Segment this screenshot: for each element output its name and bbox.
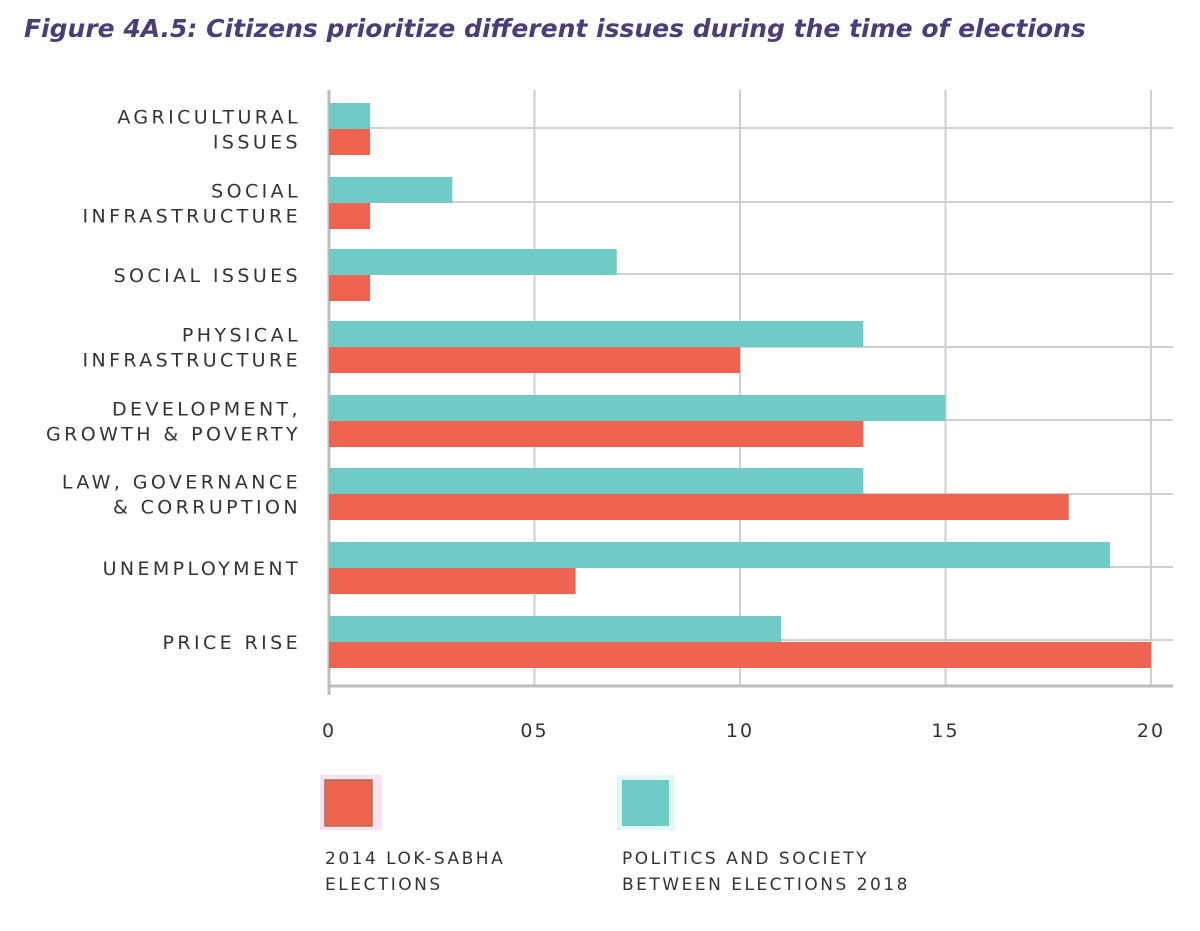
category-label: UNEMPLOYMENT [103, 558, 301, 580]
category-label: & CORRUPTION [113, 497, 301, 519]
category-label: INFRASTRUCTURE [82, 350, 301, 372]
bar-2018 [329, 468, 864, 494]
legend-label-2014: 2014 LOK-SABHA ELECTIONS [325, 846, 665, 898]
legend-label-2018: POLITICS AND SOCIETY BETWEEN ELECTIONS 2… [622, 846, 962, 898]
category-label: SOCIAL ISSUES [114, 265, 301, 287]
bar-2018 [329, 542, 1110, 568]
chart-title: Figure 4A.5: Citizens prioritize differe… [24, 14, 1086, 43]
category-label: GROWTH & POVERTY [46, 424, 301, 446]
bar-2014 [329, 129, 371, 155]
category-label: INFRASTRUCTURE [82, 206, 301, 228]
bar-2018 [329, 249, 617, 275]
bar-2014 [329, 494, 1069, 520]
category-label: AGRICULTURAL [117, 107, 301, 129]
legend-swatch-2014 [324, 779, 373, 827]
x-tick-label: 10 [726, 720, 754, 742]
category-label: DEVELOPMENT, [112, 399, 301, 421]
bar-2018 [329, 321, 864, 347]
legend-swatch-2018 [622, 780, 669, 826]
category-label: PHYSICAL [182, 325, 301, 347]
x-tick-label: 15 [931, 720, 959, 742]
bar-2014 [329, 203, 371, 229]
bar-2018 [329, 616, 782, 642]
bar-2018 [329, 177, 453, 203]
legend-label-2018-line-2: BETWEEN ELECTIONS 2018 [622, 875, 910, 895]
x-tick-label: 20 [1137, 720, 1165, 742]
x-tick-label: 0 [322, 720, 336, 742]
category-label: LAW, GOVERNANCE [62, 472, 301, 494]
bar-2014 [329, 568, 576, 594]
legend-label-2018-line-1: POLITICS AND SOCIETY [622, 849, 869, 869]
x-tick-label: 05 [520, 720, 548, 742]
bar-2014 [329, 421, 864, 447]
legend-label-2014-line-2: ELECTIONS [325, 875, 443, 895]
category-label: SOCIAL [211, 181, 301, 203]
bar-2018 [329, 395, 946, 421]
bar-2014 [329, 347, 740, 373]
bar-2018 [329, 103, 371, 129]
category-label: ISSUES [213, 132, 301, 154]
bar-2014 [329, 275, 371, 301]
bar-2014 [329, 642, 1151, 668]
category-label: PRICE RISE [163, 632, 301, 654]
legend-label-2014-line-1: 2014 LOK-SABHA [325, 849, 506, 869]
